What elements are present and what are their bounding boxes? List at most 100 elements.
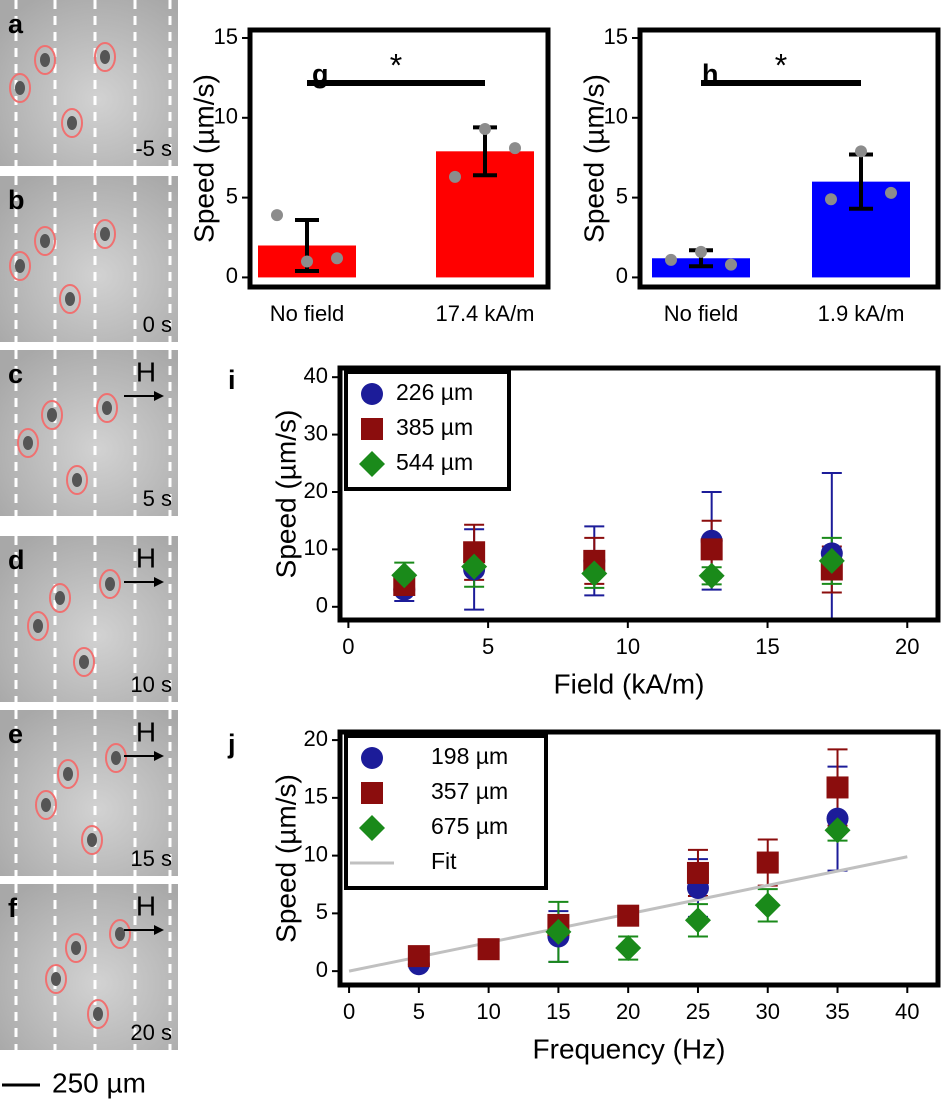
data-point	[301, 255, 313, 268]
plot-area	[652, 145, 910, 278]
particle-highlight	[9, 73, 31, 103]
data-point	[271, 209, 283, 222]
particle-highlight	[81, 825, 103, 855]
field-label: H	[136, 716, 156, 747]
y-tick-label: 0	[316, 957, 328, 982]
x-tick-label: 30	[755, 999, 779, 1024]
panel-letter: g	[312, 59, 329, 89]
particle	[33, 619, 43, 633]
legend-label: 675 µm	[431, 813, 508, 839]
x-tick-label: 35	[825, 999, 849, 1024]
data-point	[461, 553, 488, 580]
field-arrowhead	[154, 925, 164, 935]
particle-highlight	[35, 790, 57, 820]
particle	[111, 751, 121, 765]
particle-highlight	[109, 919, 131, 949]
particle-highlight	[99, 569, 121, 599]
particle	[41, 798, 51, 812]
x-tick-label: 20	[616, 999, 640, 1024]
y-tick-label: 20	[304, 726, 328, 751]
particle	[47, 408, 57, 422]
particle	[87, 833, 97, 847]
image-panel: c 5 s H	[0, 350, 178, 516]
x-tick-label: 25	[686, 999, 710, 1024]
particle	[105, 577, 115, 591]
data-point	[581, 560, 608, 587]
particle	[72, 473, 82, 487]
x-tick-label: 15	[755, 634, 779, 659]
plot-area	[391, 472, 845, 620]
data-point	[665, 253, 677, 266]
particle	[23, 436, 33, 450]
legend-label: 385 µm	[396, 414, 473, 440]
x-tick-label: 0	[343, 999, 355, 1024]
x-tick-label: No field	[664, 301, 739, 326]
particle-highlight	[94, 219, 116, 249]
particle	[115, 927, 125, 941]
legend-marker	[361, 747, 383, 769]
legend-label: Fit	[431, 848, 457, 874]
x-tick-label: 20	[895, 634, 919, 659]
y-tick-label: 10	[214, 104, 238, 129]
particle	[67, 116, 77, 130]
x-tick-label: 10	[476, 999, 500, 1024]
particle-highlight	[57, 759, 79, 789]
axes-frame	[637, 27, 941, 290]
particle-highlight	[59, 284, 81, 314]
legend-marker	[361, 383, 383, 405]
particle-highlight	[94, 42, 116, 72]
axes-frame	[247, 27, 551, 290]
x-tick-label: 5	[413, 999, 425, 1024]
particle	[93, 1007, 103, 1021]
image-panel: b 0 s	[0, 176, 178, 342]
x-tick-label: 5	[482, 634, 494, 659]
particle-highlight	[73, 647, 95, 677]
micrograph	[0, 350, 178, 516]
y-tick-label: 0	[616, 263, 628, 288]
particle	[40, 234, 50, 248]
time-label: -5 s	[135, 136, 172, 161]
particle-highlight	[65, 933, 87, 963]
particle	[15, 259, 25, 273]
y-tick-label: 15	[604, 24, 628, 49]
panel-letter: h	[702, 59, 719, 89]
x-axis-label: Field (kA/m)	[554, 668, 705, 699]
particle	[102, 401, 112, 415]
panel-letter: e	[8, 719, 23, 749]
y-tick-label: 5	[316, 899, 328, 924]
panel-letter: c	[8, 359, 23, 389]
particle-highlight	[9, 251, 31, 281]
data-point	[826, 776, 849, 799]
y-tick-label: 10	[304, 841, 328, 866]
y-tick-label: 10	[604, 104, 628, 129]
particle-highlight	[45, 964, 67, 994]
y-tick-label: 0	[316, 593, 328, 618]
particle-highlight	[61, 108, 83, 138]
particle	[51, 972, 61, 986]
time-label: 0 s	[143, 312, 172, 337]
data-point	[825, 193, 837, 206]
x-tick-label: 17.4 kA/m	[435, 301, 534, 326]
field-label: H	[136, 542, 156, 573]
x-tick-label: 0	[342, 634, 354, 659]
y-axis-label: Speed (µm/s)	[578, 74, 609, 243]
image-panel: a -5 s	[0, 0, 178, 166]
data-point	[449, 170, 461, 183]
time-label: 15 s	[130, 846, 172, 871]
data-point	[479, 122, 491, 135]
legend-label: 198 µm	[431, 743, 508, 769]
data-point	[509, 142, 521, 155]
field-arrowhead	[154, 751, 164, 761]
data-point	[818, 547, 845, 574]
data-point	[684, 907, 711, 934]
x-tick-label: No field	[270, 301, 345, 326]
x-tick-label: 10	[616, 634, 640, 659]
y-tick-label: 15	[214, 24, 238, 49]
legend-marker	[359, 815, 385, 841]
axes-frame	[337, 729, 941, 988]
particle-highlight	[27, 611, 49, 641]
legend-label: 357 µm	[431, 778, 508, 804]
particle	[100, 50, 110, 64]
particle-highlight	[96, 393, 118, 423]
data-point	[855, 145, 867, 158]
